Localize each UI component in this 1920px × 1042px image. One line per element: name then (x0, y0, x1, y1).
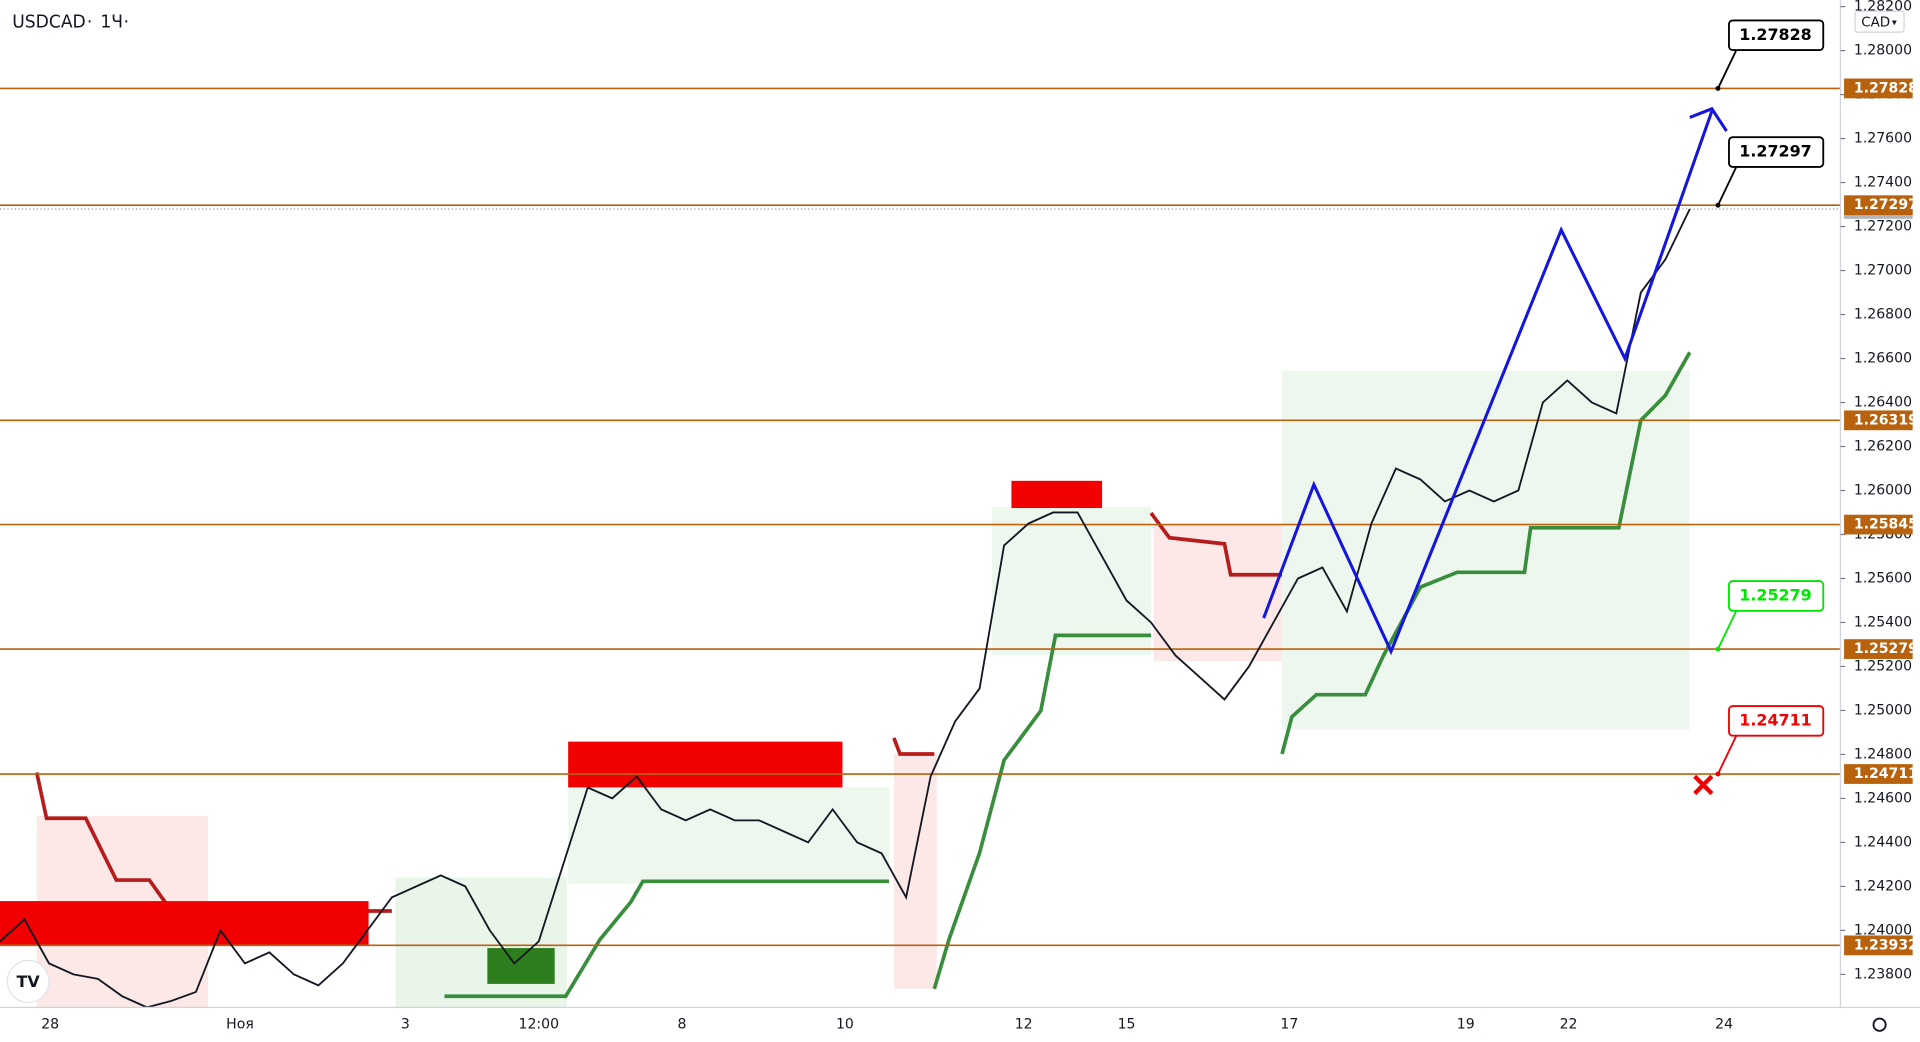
level-label: 1.25845 (1854, 517, 1918, 533)
time-axis (0, 1007, 1920, 1042)
y-tick-label: 1.24800 (1854, 746, 1912, 762)
x-tick-label: 24 (1715, 1017, 1733, 1033)
level-box (1844, 639, 1913, 659)
y-tick-label: 1.27400 (1854, 175, 1912, 191)
settings-icon[interactable] (1872, 1017, 1887, 1032)
level-label: 1.24711 (1854, 766, 1918, 782)
callout-box (1728, 136, 1825, 168)
trend-fill (568, 787, 889, 884)
x-tick-label: 12:00 (519, 1017, 560, 1033)
x-tick-label: 8 (678, 1017, 687, 1033)
y-tick-label: 1.25600 (1854, 570, 1912, 586)
trend-line (932, 633, 1152, 990)
currency[interactable]: CAD (1861, 14, 1890, 30)
level-box (1844, 78, 1913, 99)
x-tick-label: 3 (401, 1017, 410, 1033)
x-tick-label: 17 (1280, 1017, 1298, 1033)
supply-zone (568, 741, 843, 788)
stop-mark (1693, 774, 1714, 796)
trend-line (1149, 511, 1283, 577)
symbol: USDCAD (12, 12, 86, 32)
x-tick-label: 10 (836, 1017, 854, 1033)
y-tick-label: 1.23800 (1854, 966, 1912, 982)
level-label: 1.26319 (1854, 412, 1918, 428)
x-tick-label: 15 (1118, 1017, 1136, 1033)
level-box (1844, 410, 1913, 431)
y-tick-label: 1.26600 (1854, 350, 1912, 366)
y-tick-label: 1.25000 (1854, 702, 1912, 718)
axis: 1.23800 1.24000 1.24200 1.24400 1.24600 1.248… (41, 0, 1918, 1033)
y-tick-label: 1.26400 (1854, 394, 1912, 410)
level-label: 1.27297 (1854, 197, 1918, 213)
callout-connector (1717, 610, 1738, 650)
y-tick-label: 1.27000 (1854, 263, 1912, 279)
y-tick-label: 1.26000 (1854, 482, 1912, 498)
trend-fill (1282, 370, 1690, 730)
level-label: 1.25279 (1854, 641, 1918, 657)
trend-fill (1153, 525, 1283, 662)
callout-box (1728, 580, 1825, 612)
y-tick-label: 1.25200 (1854, 658, 1912, 674)
callout-box (1728, 19, 1825, 52)
price-line (0, 208, 1691, 1009)
callout-label: 1.27828 (1739, 25, 1811, 44)
y-tick-label: 1.24200 (1854, 878, 1912, 894)
x-tick-label: Ноя (226, 1017, 254, 1033)
dropdown-icon[interactable]: ▾ (1892, 17, 1897, 28)
callout-connector (1717, 166, 1738, 206)
logo (6, 959, 50, 1004)
callout-label: 1.25279 (1739, 585, 1811, 604)
supply-zone (0, 901, 369, 946)
x-tick-label: 28 (41, 1017, 59, 1033)
y-tick-label: 1.26800 (1854, 306, 1912, 322)
logo-mark: TV (17, 972, 41, 991)
trend-fill (395, 877, 567, 1008)
callout-connector (1717, 735, 1738, 775)
x-tick-label: 12 (1015, 1017, 1033, 1033)
callout-anchor (1715, 771, 1721, 777)
level-box (1844, 764, 1913, 784)
callout-anchor (1715, 202, 1721, 208)
y-tick-label: 1.25400 (1854, 614, 1912, 630)
x-tick-label: 22 (1560, 1017, 1578, 1033)
level-box (1844, 514, 1913, 535)
levels: 1.27828 1.27297 1.25279 1.24711 (0, 19, 1841, 947)
y-tick-label: 1.24000 (1854, 922, 1912, 938)
callout-connector (1717, 49, 1738, 89)
callout-box (1728, 705, 1825, 737)
callout-label: 1.27297 (1739, 142, 1811, 161)
callout-label: 1.24711 (1739, 710, 1811, 729)
separator: · (124, 12, 129, 32)
y-tick-label: 1.26200 (1854, 438, 1912, 454)
trend-line (892, 737, 935, 756)
separator: · (87, 12, 92, 32)
trend-line (444, 879, 889, 999)
interval: 1Ч (100, 12, 123, 32)
level-box (1844, 935, 1913, 956)
x-tick-label: 19 (1457, 1017, 1475, 1033)
y-tick-label: 1.27600 (1854, 131, 1912, 147)
demand-zone (487, 948, 555, 984)
trend-fill (991, 506, 1152, 656)
series (0, 208, 1691, 1009)
y-tick-label: 1.24400 (1854, 834, 1912, 850)
trend-fill (893, 753, 937, 989)
forecast-arrow (1262, 110, 1714, 656)
callout-anchor (1715, 85, 1721, 91)
level-box (1844, 195, 1913, 216)
callout-anchor (1715, 646, 1721, 652)
level-label: 1.23932 (1854, 937, 1918, 953)
currency-button[interactable] (1854, 10, 1905, 33)
arrow-head (1689, 106, 1728, 132)
level-label: 1.27828 (1854, 80, 1918, 96)
supply-zone (1011, 480, 1103, 509)
y-tick-label: 1.28000 (1854, 43, 1912, 59)
y-tick-label: 1.24600 (1854, 790, 1912, 806)
y-tick-label: 1.27200 (1854, 219, 1912, 235)
